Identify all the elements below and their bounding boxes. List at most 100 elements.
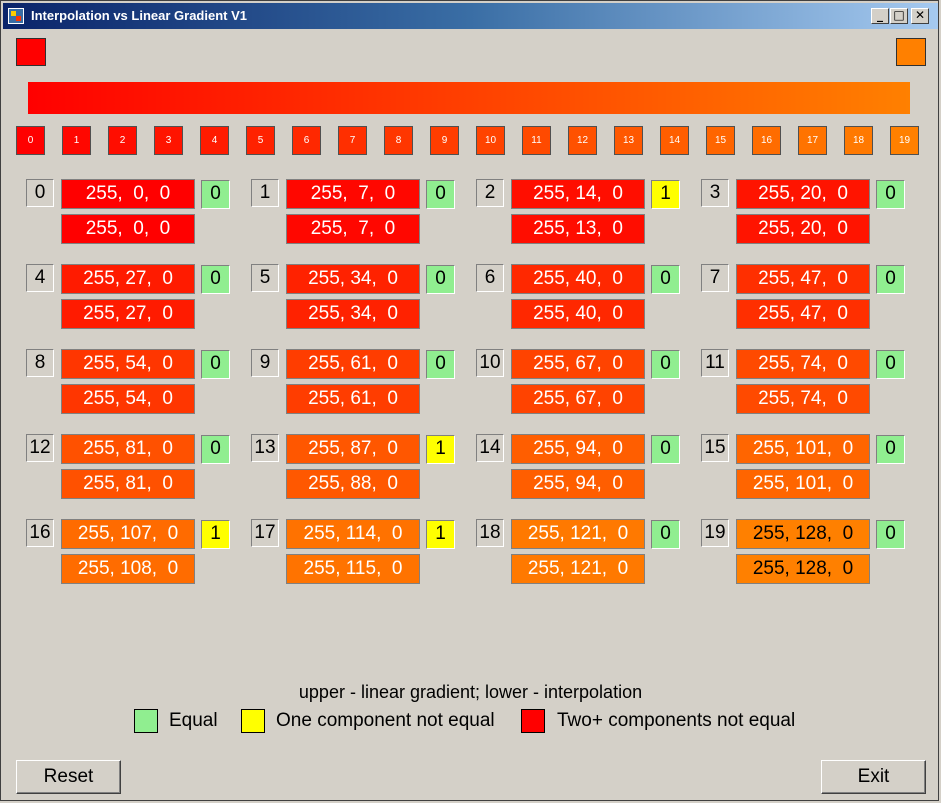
difference-indicator: 0: [651, 265, 680, 294]
step-index-label: 2: [476, 179, 504, 207]
end-color-swatch[interactable]: [896, 38, 926, 66]
interpolation-value: 255, 0, 0: [61, 214, 195, 244]
step-index-label: 4: [26, 264, 54, 292]
difference-indicator: 1: [201, 520, 230, 549]
linear-gradient-value: 255, 0, 0: [61, 179, 195, 209]
linear-gradient-value: 255, 94, 0: [511, 434, 645, 464]
interpolation-value: 255, 121, 0: [511, 554, 645, 584]
swatch-square-0[interactable]: 0: [16, 126, 45, 155]
swatch-square-12[interactable]: 12: [568, 126, 597, 155]
interpolation-value: 255, 7, 0: [286, 214, 420, 244]
interpolation-value: 255, 27, 0: [61, 299, 195, 329]
difference-indicator: 0: [651, 350, 680, 379]
legend-two-plus-label: Two+ components not equal: [557, 710, 796, 731]
swatch-square-17[interactable]: 17: [798, 126, 827, 155]
step-index-label: 13: [251, 434, 279, 462]
step-index-label: 19: [701, 519, 729, 547]
difference-indicator: 0: [201, 435, 230, 464]
step-index-label: 3: [701, 179, 729, 207]
step-index-label: 15: [701, 434, 729, 462]
step-index-label: 14: [476, 434, 504, 462]
close-button[interactable]: ✕: [911, 8, 929, 24]
interpolation-value: 255, 108, 0: [61, 554, 195, 584]
interpolation-value: 255, 88, 0: [286, 469, 420, 499]
title-bar[interactable]: Interpolation vs Linear Gradient V1 _ □ …: [3, 3, 938, 29]
difference-indicator: 0: [651, 435, 680, 464]
linear-gradient-value: 255, 54, 0: [61, 349, 195, 379]
swatch-square-10[interactable]: 10: [476, 126, 505, 155]
swatch-square-7[interactable]: 7: [338, 126, 367, 155]
swatch-square-3[interactable]: 3: [154, 126, 183, 155]
swatch-square-16[interactable]: 16: [752, 126, 781, 155]
step-index-label: 0: [26, 179, 54, 207]
swatch-square-4[interactable]: 4: [200, 126, 229, 155]
interpolation-value: 255, 61, 0: [286, 384, 420, 414]
linear-gradient-value: 255, 81, 0: [61, 434, 195, 464]
window-title: Interpolation vs Linear Gradient V1: [31, 8, 247, 23]
minimize-button[interactable]: _: [871, 8, 889, 24]
linear-gradient-value: 255, 61, 0: [286, 349, 420, 379]
interpolation-value: 255, 67, 0: [511, 384, 645, 414]
swatch-square-5[interactable]: 5: [246, 126, 275, 155]
step-index-label: 1: [251, 179, 279, 207]
linear-gradient-value: 255, 74, 0: [736, 349, 870, 379]
reset-button[interactable]: Reset: [16, 760, 121, 794]
linear-gradient-value: 255, 14, 0: [511, 179, 645, 209]
linear-gradient-value: 255, 128, 0: [736, 519, 870, 549]
interpolation-value: 255, 47, 0: [736, 299, 870, 329]
exit-button[interactable]: Exit: [821, 760, 926, 794]
linear-gradient-bar: [28, 82, 910, 114]
difference-indicator: 0: [201, 350, 230, 379]
difference-indicator: 0: [876, 435, 905, 464]
linear-gradient-value: 255, 121, 0: [511, 519, 645, 549]
interpolation-value: 255, 81, 0: [61, 469, 195, 499]
swatch-square-14[interactable]: 14: [660, 126, 689, 155]
step-index-label: 10: [476, 349, 504, 377]
linear-gradient-value: 255, 107, 0: [61, 519, 195, 549]
difference-indicator: 0: [426, 180, 455, 209]
swatch-square-2[interactable]: 2: [108, 126, 137, 155]
interpolation-value: 255, 115, 0: [286, 554, 420, 584]
interpolation-value: 255, 13, 0: [511, 214, 645, 244]
linear-gradient-value: 255, 114, 0: [286, 519, 420, 549]
step-index-label: 5: [251, 264, 279, 292]
maximize-button[interactable]: □: [890, 8, 908, 24]
linear-gradient-value: 255, 40, 0: [511, 264, 645, 294]
linear-gradient-value: 255, 101, 0: [736, 434, 870, 464]
swatch-square-18[interactable]: 18: [844, 126, 873, 155]
swatch-square-19[interactable]: 19: [890, 126, 919, 155]
difference-indicator: 0: [876, 350, 905, 379]
interpolation-value: 255, 74, 0: [736, 384, 870, 414]
difference-indicator: 1: [426, 520, 455, 549]
legend-equal-label: Equal: [169, 710, 218, 731]
linear-gradient-value: 255, 7, 0: [286, 179, 420, 209]
swatch-square-9[interactable]: 9: [430, 126, 459, 155]
swatch-square-13[interactable]: 13: [614, 126, 643, 155]
swatch-square-15[interactable]: 15: [706, 126, 735, 155]
swatch-square-1[interactable]: 1: [62, 126, 91, 155]
step-index-label: 8: [26, 349, 54, 377]
difference-indicator: 0: [651, 520, 680, 549]
difference-indicator: 0: [201, 180, 230, 209]
linear-gradient-value: 255, 27, 0: [61, 264, 195, 294]
linear-gradient-value: 255, 34, 0: [286, 264, 420, 294]
swatch-square-11[interactable]: 11: [522, 126, 551, 155]
swatch-square-8[interactable]: 8: [384, 126, 413, 155]
step-index-label: 12: [26, 434, 54, 462]
start-color-swatch[interactable]: [16, 38, 46, 66]
swatch-square-6[interactable]: 6: [292, 126, 321, 155]
app-icon[interactable]: [8, 8, 24, 24]
step-index-label: 6: [476, 264, 504, 292]
